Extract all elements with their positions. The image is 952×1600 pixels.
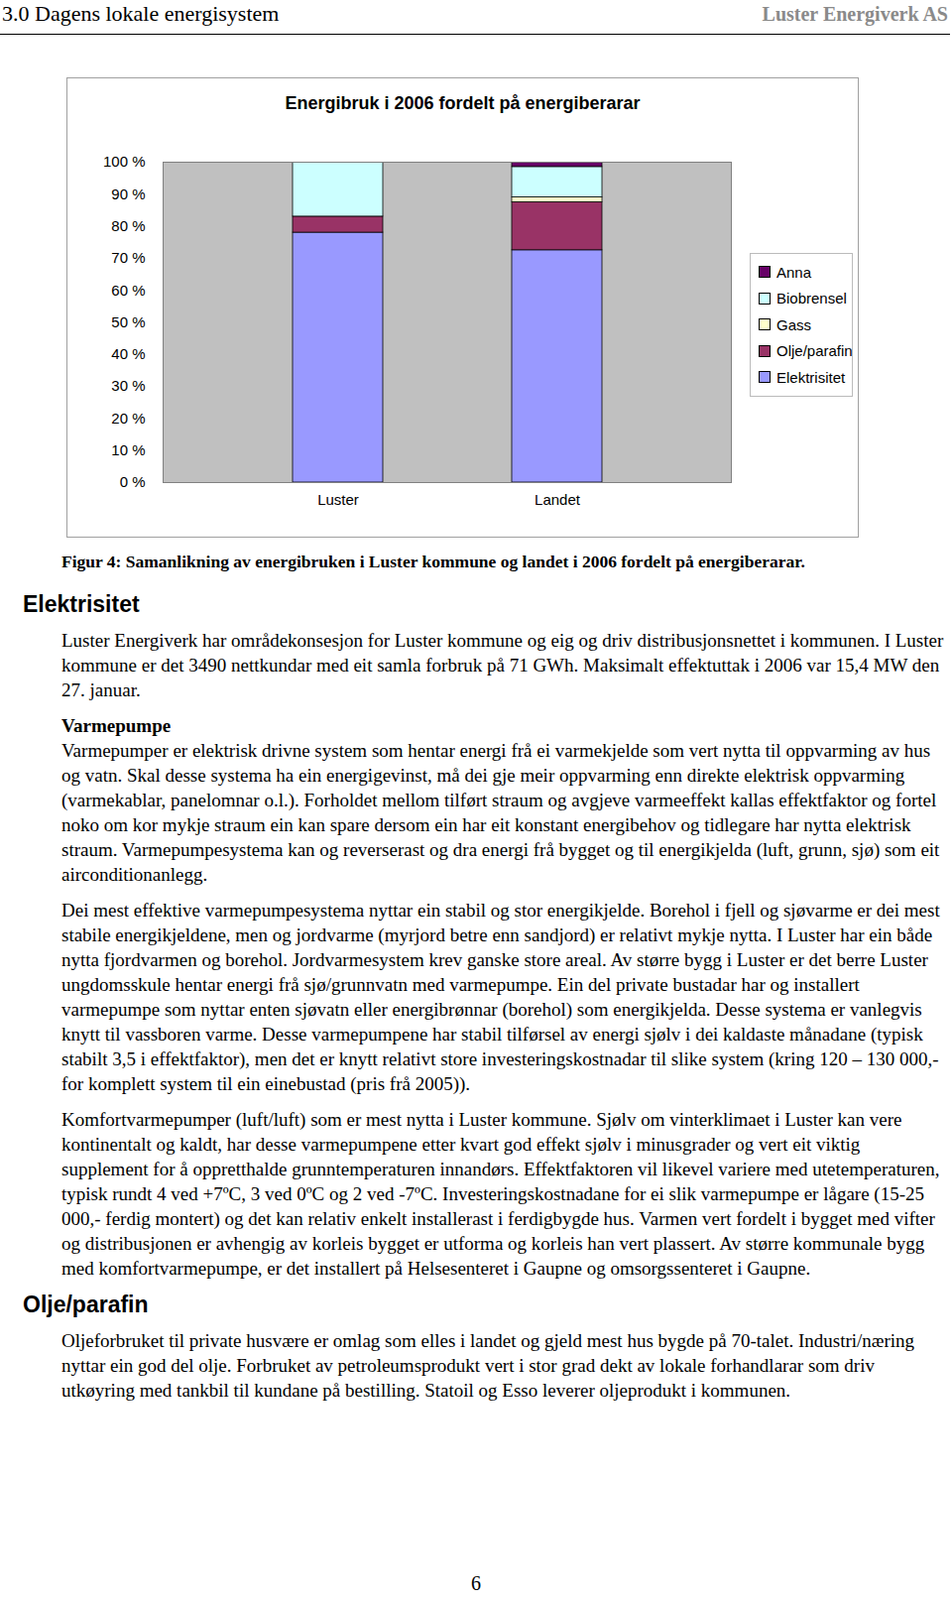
html-text:Elektrisitet: Elektrisitet	[776, 368, 846, 386]
html-text:Varmepumper er elektrisk drivn: Varmepumper er elektrisk drivne system s…	[61, 739, 940, 885]
svg-text:40 %: 40 %	[111, 345, 145, 362]
html-text:Anna: Anna	[776, 263, 812, 281]
html-text:Dei mest effektive varmepumpes: Dei mest effektive varmepumpesystema nyt…	[61, 899, 940, 1094]
html-text:Figur 4: Samanlikning av energ: Figur 4: Samanlikning av energibruken i …	[61, 551, 806, 572]
svg-text:90 %: 90 %	[111, 185, 145, 203]
html-text:3.0 Dagens lokale energisystem: 3.0 Dagens lokale energisystem	[1, 0, 280, 26]
svg-text:60 %: 60 %	[111, 281, 145, 299]
html-text:Elektrisitet: Elektrisitet	[22, 591, 140, 617]
html-text:Energibruk i 2006 fordelt på e: Energibruk i 2006 fordelt på energiberar…	[285, 93, 641, 114]
svg-text:10 %: 10 %	[111, 441, 145, 459]
html-text:Luster Energiverk har områdeko: Luster Energiverk har områdekonsesjon fo…	[61, 629, 944, 701]
html-text:Luster Energiverk AS: Luster Energiverk AS	[762, 2, 949, 25]
svg-text:50 %: 50 %	[111, 313, 145, 331]
svg-text:80 %: 80 %	[111, 217, 145, 235]
svg-text:Landet: Landet	[534, 490, 582, 508]
html-text:Olje/parafin: Olje/parafin	[22, 1291, 149, 1317]
html-text:Varmepumpe: Varmepumpe	[61, 714, 171, 736]
html-text:Olje/parafin: Olje/parafin	[776, 342, 853, 360]
svg-text:70 %: 70 %	[111, 248, 145, 266]
html-text:Komfortvarmepumper (luft/luft): Komfortvarmepumper (luft/luft) som er me…	[61, 1108, 940, 1279]
svg-text:30 %: 30 %	[111, 376, 145, 394]
svg-text:0 %: 0 %	[119, 473, 146, 490]
html-text:6: 6	[471, 1571, 481, 1594]
html-text:Gass: Gass	[776, 316, 812, 334]
svg-text:Luster: Luster	[317, 490, 359, 508]
svg-text:100 %: 100 %	[103, 152, 146, 170]
html-text:Oljeforbruket til private husv: Oljeforbruket til private husvære er oml…	[61, 1329, 915, 1401]
html-text:Biobrensel: Biobrensel	[776, 289, 847, 307]
svg-text:20 %: 20 %	[111, 409, 145, 427]
